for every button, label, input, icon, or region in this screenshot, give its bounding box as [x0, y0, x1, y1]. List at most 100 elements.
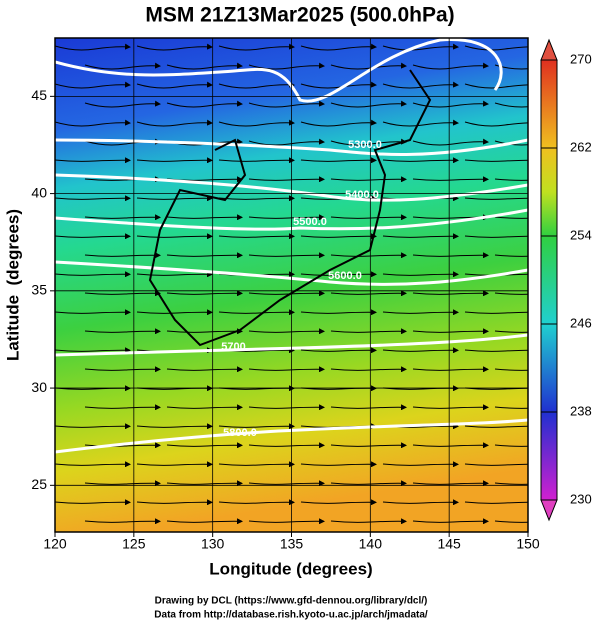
streamline [464, 501, 528, 504]
colorbar-tick-label: 238 [570, 403, 592, 418]
contour-line [55, 260, 528, 286]
colorbar-tick-label: 254 [570, 227, 592, 242]
streamline [55, 271, 131, 278]
streamline [55, 423, 131, 430]
streamline [248, 480, 325, 487]
streamline [300, 43, 377, 51]
streamline [248, 252, 325, 259]
streamline [464, 197, 528, 200]
streamline [248, 404, 325, 411]
streamline [300, 233, 377, 240]
streamline [218, 43, 295, 51]
streamline [136, 43, 213, 51]
contour-label: 5300.0 [348, 139, 382, 151]
streamline [218, 119, 295, 127]
contour-label: 5600.0 [328, 270, 362, 282]
y-tick-label: 40 [31, 184, 47, 200]
streamline [412, 100, 489, 108]
streamline [84, 252, 161, 259]
streamline [248, 366, 325, 373]
streamline [166, 290, 243, 297]
streamline [464, 159, 528, 162]
streamline [464, 463, 528, 466]
x-axis-label: Longitude (degrees) [209, 559, 372, 578]
streamline [330, 176, 407, 183]
streamline [248, 442, 325, 449]
contour-label: 5800.0 [223, 427, 257, 439]
streamline [248, 214, 325, 221]
streamline [84, 366, 161, 373]
contour-line [55, 38, 503, 103]
streamline [218, 195, 295, 202]
streamline [330, 252, 407, 259]
colorbar-tick-label: 246 [570, 315, 592, 330]
streamline [166, 100, 243, 108]
streamline [218, 81, 295, 89]
streamline [300, 499, 377, 506]
streamline [136, 271, 213, 278]
streamline [494, 216, 528, 219]
streamline [55, 195, 131, 202]
streamline [330, 138, 407, 146]
streamline [300, 157, 377, 164]
streamline [166, 366, 243, 373]
contour-label: 5400.0 [345, 189, 379, 201]
streamline [55, 461, 131, 468]
streamline [136, 195, 213, 202]
streamline [248, 62, 325, 70]
streamline [84, 328, 161, 335]
streamline [330, 404, 407, 411]
streamline [136, 461, 213, 468]
streamline [166, 404, 243, 411]
streamline [412, 442, 489, 449]
x-tick-label: 125 [122, 536, 146, 552]
streamline [412, 366, 489, 373]
streamline [464, 349, 528, 352]
streamline [330, 100, 407, 108]
streamline [166, 62, 243, 70]
streamline [494, 102, 528, 108]
streamline [494, 292, 528, 295]
streamline [464, 425, 528, 428]
contour-label: 5500.0 [293, 216, 327, 228]
streamline [494, 368, 528, 371]
streamline [136, 309, 213, 316]
y-tick-label: 35 [31, 282, 47, 298]
x-tick-label: 140 [359, 536, 383, 552]
streamline [55, 157, 131, 164]
y-tick-label: 25 [31, 476, 47, 492]
colorbar [540, 59, 558, 501]
colorbar-tick-label: 262 [570, 139, 592, 154]
streamline [84, 214, 161, 221]
streamline [218, 461, 295, 468]
footer-line: Drawing by DCL (https://www.gfd-dennou.o… [155, 596, 428, 607]
streamline [84, 518, 161, 525]
streamline [464, 387, 528, 390]
streamline [464, 83, 528, 89]
y-tick-label: 30 [31, 379, 47, 395]
contour-line [55, 138, 528, 156]
streamline [166, 480, 243, 487]
colorbar-tick-label: 230 [570, 491, 592, 506]
contour-line [55, 333, 528, 357]
contour-line [55, 208, 528, 231]
streamline [166, 214, 243, 221]
streamline [136, 233, 213, 240]
streamline [248, 328, 325, 335]
streamline [300, 119, 377, 127]
streamline [494, 64, 528, 70]
streamline [412, 176, 489, 183]
streamline [494, 406, 528, 409]
colorbar-tick-label: 270 [570, 51, 592, 66]
streamline [166, 252, 243, 259]
streamline [494, 444, 528, 447]
streamline [84, 404, 161, 411]
streamline [412, 518, 489, 525]
streamline [464, 235, 528, 238]
streamline [464, 45, 528, 51]
contour-line [55, 173, 528, 202]
height-contours [55, 38, 528, 454]
streamline [494, 178, 528, 181]
streamline [412, 62, 489, 70]
